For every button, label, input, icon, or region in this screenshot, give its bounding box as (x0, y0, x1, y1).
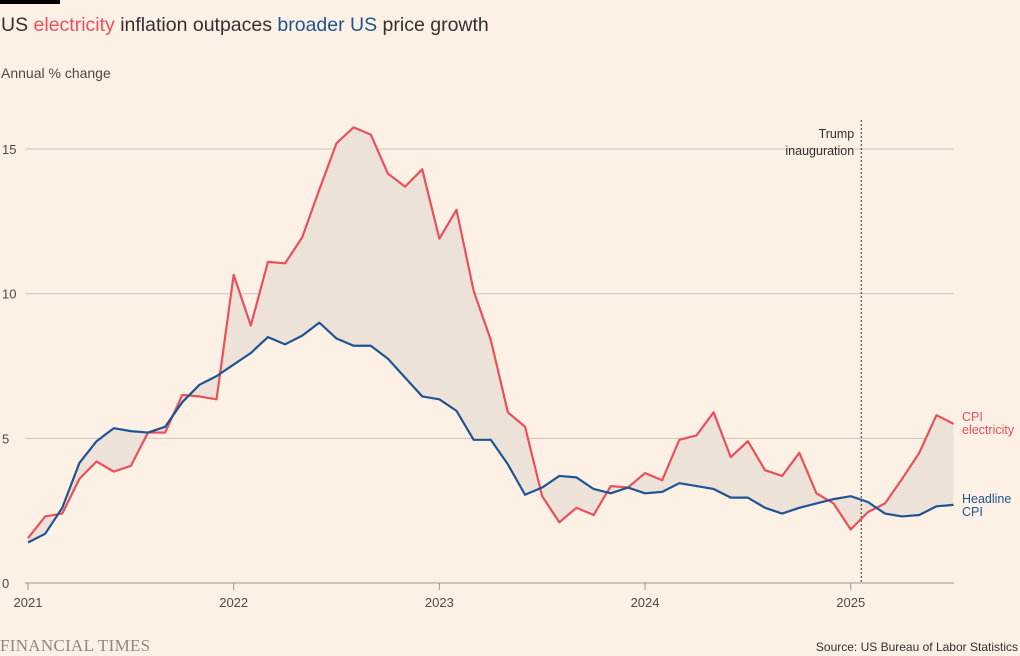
data-points (28, 127, 954, 542)
x-tick-label: 2025 (836, 595, 865, 610)
gap-fill-area (28, 127, 954, 542)
y-tick-label: 15 (2, 142, 16, 157)
series-label-electricity-line2: electricity (962, 423, 1015, 437)
x-tick-label: 2023 (425, 595, 454, 610)
inauguration-label-line1: Trump (819, 127, 855, 141)
inauguration-label-line2: inauguration (785, 144, 854, 158)
x-tick-label: 2021 (14, 595, 43, 610)
x-axis: 2021 2022 2023 2024 2025 (14, 583, 954, 610)
series-label-headline-line2: CPI (962, 505, 983, 519)
y-tick-label: 0 (2, 576, 9, 591)
x-tick-label: 2022 (219, 595, 248, 610)
y-tick-label: 10 (2, 287, 16, 302)
x-tick-label: 2024 (631, 595, 660, 610)
series-line-cpi-electricity (28, 127, 954, 538)
ft-logo: FINANCIAL TIMES (0, 636, 150, 656)
series-label-headline-line1: Headline (962, 492, 1011, 506)
series-label-electricity-line1: CPI (962, 410, 983, 424)
y-tick-label: 5 (2, 431, 9, 446)
source-note: Source: US Bureau of Labor Statistics (816, 640, 1018, 654)
